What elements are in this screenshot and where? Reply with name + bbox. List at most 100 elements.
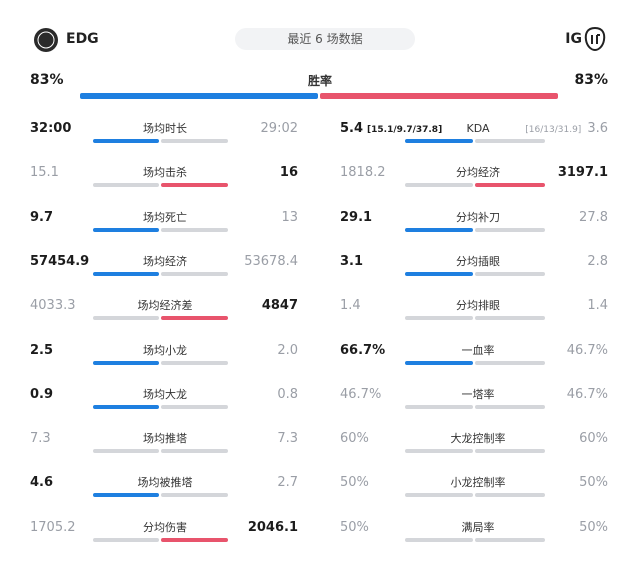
bar-right bbox=[161, 227, 228, 232]
value: 29:02 bbox=[260, 121, 298, 136]
right-value: 7.3 bbox=[277, 430, 298, 448]
left-value: 4.6 bbox=[30, 474, 53, 492]
value: 9.7 bbox=[30, 209, 54, 225]
stat-label: 分均插眼 bbox=[456, 254, 500, 268]
bar-left bbox=[405, 271, 473, 276]
right-value: 4847 bbox=[262, 297, 298, 315]
left-value: 50% bbox=[340, 474, 369, 492]
bar-right bbox=[161, 493, 228, 498]
bar-left bbox=[93, 139, 159, 143]
left-value: 2.5 bbox=[30, 342, 53, 360]
value: 7.3 bbox=[30, 431, 51, 447]
stat-label: 场均小龙 bbox=[143, 343, 187, 357]
stat-label: KDA bbox=[466, 122, 490, 135]
right-value: 16 bbox=[280, 164, 298, 182]
value: 4.6 bbox=[30, 475, 54, 491]
value: 2046.1 bbox=[247, 519, 298, 535]
left-value: 1.4 bbox=[340, 297, 361, 315]
value: 66.7% bbox=[340, 342, 386, 358]
stat-label: 场均死亡 bbox=[143, 210, 187, 224]
bar-left bbox=[405, 139, 473, 143]
value: 50% bbox=[340, 475, 369, 491]
stat-row: 4.6 2.7 场均被推塔 bbox=[0, 474, 640, 504]
right-value: 46.7% bbox=[567, 342, 608, 360]
win-rate-bar-right bbox=[320, 93, 558, 99]
right-value: 2.0 bbox=[277, 342, 298, 360]
stat-row: 1818.2 3197.1 分均经济 bbox=[0, 164, 640, 194]
bar-right bbox=[475, 139, 545, 143]
value: 46.7% bbox=[340, 386, 382, 402]
stat-row: 1705.2 2046.1 分均伤害 bbox=[0, 519, 640, 549]
stat-row: 60% 60% 大龙控制率 bbox=[0, 430, 640, 460]
left-value: 29.1 bbox=[340, 209, 372, 227]
stat-row: 9.7 13 场均死亡 bbox=[0, 209, 640, 239]
stat-row: 7.3 7.3 场均推塔 bbox=[0, 430, 640, 460]
value: 4033.3 bbox=[30, 298, 76, 314]
bar-left bbox=[93, 404, 159, 409]
bar-left bbox=[405, 404, 473, 409]
edg-logo bbox=[34, 28, 58, 52]
right-value: 3197.1 bbox=[558, 164, 608, 182]
value: 15.1 bbox=[30, 165, 59, 181]
right-value: 0.8 bbox=[277, 386, 298, 404]
right-value: 2.7 bbox=[277, 474, 298, 492]
value: 13 bbox=[281, 209, 298, 225]
bar-left bbox=[93, 537, 159, 542]
left-value: 1818.2 bbox=[340, 164, 386, 182]
value: 4847 bbox=[261, 298, 298, 314]
bar-left bbox=[405, 493, 473, 498]
left-value: 4033.3 bbox=[30, 297, 76, 315]
bar-right bbox=[475, 360, 545, 365]
stat-row: 50% 50% 小龙控制率 bbox=[0, 474, 640, 504]
stat-label: 一血率 bbox=[461, 343, 495, 357]
right-value: [16/13/31.9] 3.6 bbox=[525, 120, 608, 139]
bar-left bbox=[93, 449, 159, 454]
bar-right bbox=[475, 316, 545, 321]
stat-label: 场均被推塔 bbox=[137, 476, 193, 490]
stat-label: 场均推塔 bbox=[143, 432, 187, 446]
left-value: 50% bbox=[340, 519, 369, 537]
left-value: 3.1 bbox=[340, 253, 363, 271]
win-rate-bar-left bbox=[80, 93, 318, 99]
bar-left bbox=[93, 271, 159, 276]
bar-left bbox=[93, 493, 159, 498]
detail: [15.1/9.7/37.8] bbox=[367, 125, 443, 135]
stat-row: 66.7% 46.7% 一血率 bbox=[0, 342, 640, 372]
left-value: 0.9 bbox=[30, 386, 53, 404]
ig-logo bbox=[584, 26, 606, 52]
value: 60% bbox=[340, 431, 369, 447]
value: 50% bbox=[340, 519, 369, 535]
stat-label: 分均伤害 bbox=[143, 520, 187, 534]
bar-left bbox=[93, 183, 159, 188]
value: 53678.4 bbox=[244, 253, 298, 269]
right-value: 1.4 bbox=[587, 297, 608, 315]
value: 46.7% bbox=[566, 386, 608, 402]
win-rate-left: 83% bbox=[30, 72, 64, 88]
bar-right bbox=[475, 493, 545, 498]
value: 32:00 bbox=[30, 121, 72, 136]
stat-label: 一塔率 bbox=[461, 387, 495, 401]
value: 57454.9 bbox=[30, 253, 90, 269]
detail: [16/13/31.9] bbox=[525, 125, 582, 135]
value: 2.5 bbox=[30, 342, 54, 358]
stat-row: 46.7% 46.7% 一塔率 bbox=[0, 386, 640, 416]
value: 1705.2 bbox=[30, 519, 76, 535]
stat-row: 32:00 29:02 场均时长 bbox=[0, 120, 640, 150]
value: 60% bbox=[579, 431, 608, 447]
bar-right bbox=[475, 183, 545, 188]
value: 3197.1 bbox=[557, 165, 608, 181]
right-value: 2046.1 bbox=[248, 519, 298, 537]
bar-right bbox=[161, 537, 228, 542]
value: 46.7% bbox=[566, 342, 608, 358]
value: 2.7 bbox=[277, 475, 298, 491]
bar-left bbox=[93, 360, 159, 365]
bar-right bbox=[161, 360, 228, 365]
value: 2.8 bbox=[587, 253, 608, 269]
bar-left bbox=[405, 537, 473, 542]
value: 7.3 bbox=[277, 431, 298, 447]
stat-row: 0.9 0.8 场均大龙 bbox=[0, 386, 640, 416]
stat-row: 2.5 2.0 场均小龙 bbox=[0, 342, 640, 372]
right-value: 46.7% bbox=[567, 386, 608, 404]
stat-row: 4033.3 4847 场均经济差 bbox=[0, 297, 640, 327]
